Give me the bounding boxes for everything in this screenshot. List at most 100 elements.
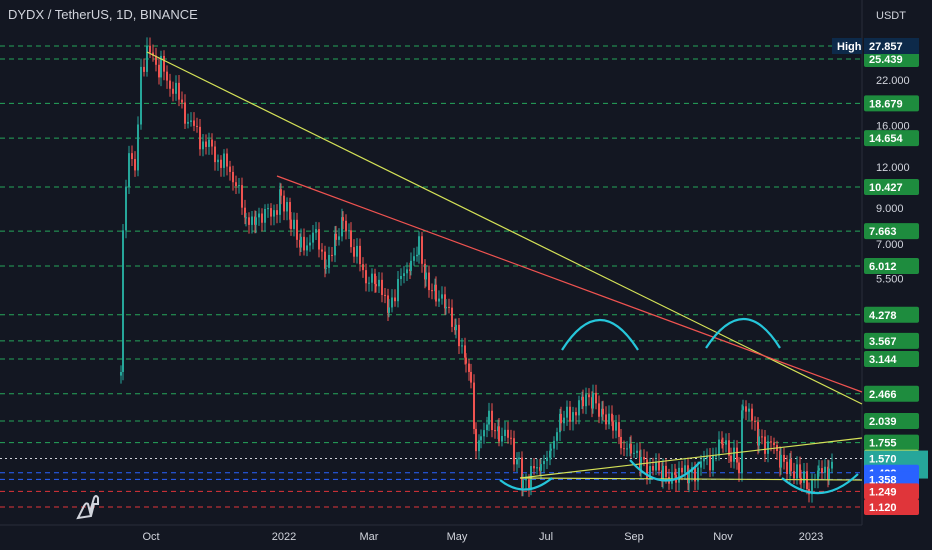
candle-body [706, 455, 708, 458]
candle-body [160, 55, 162, 78]
candle-body [338, 236, 340, 240]
candle-body [438, 298, 440, 302]
candle-body [328, 254, 330, 268]
candle-body [630, 443, 632, 454]
candle-body [303, 236, 305, 251]
candle-body [289, 202, 291, 220]
candle-body [684, 465, 686, 473]
candle-body [441, 294, 443, 299]
candle-body [608, 413, 610, 425]
candle-body [318, 229, 320, 250]
green-price-tag-label: 18.679 [869, 98, 903, 110]
candle-body [636, 450, 638, 453]
candle-body [828, 468, 830, 480]
trendline-yellow-long[interactable] [146, 51, 863, 405]
candle-body [703, 457, 705, 462]
candle-body [264, 208, 266, 223]
candle-body [513, 438, 515, 465]
candle-body [286, 202, 288, 212]
candle-body [371, 273, 373, 283]
arc-left-top[interactable] [561, 319, 639, 351]
candle-body [196, 125, 198, 127]
green-price-tag-label: 6.012 [869, 261, 897, 273]
candle-body [592, 392, 594, 409]
candle-body [137, 124, 139, 171]
candle-body [585, 394, 587, 407]
arc-right-top[interactable] [705, 318, 781, 349]
candle-body [353, 247, 355, 257]
y-tick-label: 7.000 [876, 239, 904, 251]
green-price-tag-label: 2.466 [869, 389, 897, 401]
candle-body [553, 440, 555, 449]
candle-body [633, 452, 635, 454]
candle-body [790, 459, 792, 472]
candle-body [261, 213, 263, 223]
candle-body [563, 417, 565, 424]
candle-body [516, 459, 518, 465]
candle-body [140, 66, 142, 125]
green-price-tag-label: 10.427 [869, 182, 903, 194]
trendline-support-rising[interactable] [519, 437, 863, 479]
candle-body [428, 272, 430, 291]
candle-body [374, 273, 376, 285]
candle-body [431, 290, 433, 292]
candle-body [470, 371, 472, 383]
candle-body [761, 436, 763, 438]
candle-body [491, 410, 493, 431]
candle-body [722, 444, 724, 446]
candle-body [125, 186, 127, 231]
candle-body [248, 217, 250, 225]
candle-body [435, 284, 437, 302]
candle-body [356, 245, 358, 257]
candle-body [528, 479, 530, 489]
candle-body [425, 272, 427, 280]
candle-body [178, 82, 180, 100]
candle-body [455, 324, 457, 331]
arc-bottom-1[interactable] [499, 477, 553, 491]
candle-body [678, 467, 680, 483]
blue-price-tag [864, 471, 919, 488]
candle-body [831, 461, 833, 469]
candle-body [273, 210, 275, 217]
candle-body [193, 120, 195, 126]
x-tick-label: Oct [142, 531, 159, 543]
candle-body [615, 422, 617, 431]
candle-body [480, 436, 482, 441]
candle-body [475, 428, 477, 452]
candle-body [348, 230, 350, 232]
candle-body [728, 440, 730, 456]
candle-body [742, 406, 744, 411]
green-price-tag [864, 306, 919, 323]
candle-body [521, 457, 523, 488]
candle-body [522, 480, 524, 488]
candle-body [721, 439, 723, 445]
arc-bottom-3[interactable] [781, 473, 859, 495]
candle-body [751, 408, 753, 421]
x-tick-label: 2023 [799, 531, 823, 543]
candle-body [780, 454, 782, 468]
arc-bottom-2[interactable] [629, 459, 701, 482]
trendline-red[interactable] [276, 175, 863, 393]
candle-body [413, 256, 415, 261]
candle-body [350, 230, 352, 248]
candle-body [276, 210, 278, 215]
green-price-tag-label: 14.654 [869, 133, 904, 145]
candle-body [758, 436, 760, 446]
candlestick-series [120, 37, 833, 503]
candle-body [255, 217, 257, 225]
candle-body [341, 217, 343, 237]
candle-body [658, 461, 660, 471]
candle-body [444, 294, 446, 309]
candle-body [671, 472, 673, 484]
level-lines [0, 45, 862, 508]
candle-body [293, 219, 295, 229]
candle-body [738, 462, 740, 474]
trendline-support-horizontal[interactable] [519, 477, 863, 481]
candle-body [391, 297, 393, 308]
y-tick-label: 16.000 [876, 121, 910, 133]
chart-symbol-title: DYDX / TetherUS, 1D, BINANCE [8, 7, 198, 22]
candle-body [394, 297, 396, 302]
candle-body [381, 279, 383, 295]
candle-body [279, 189, 281, 215]
